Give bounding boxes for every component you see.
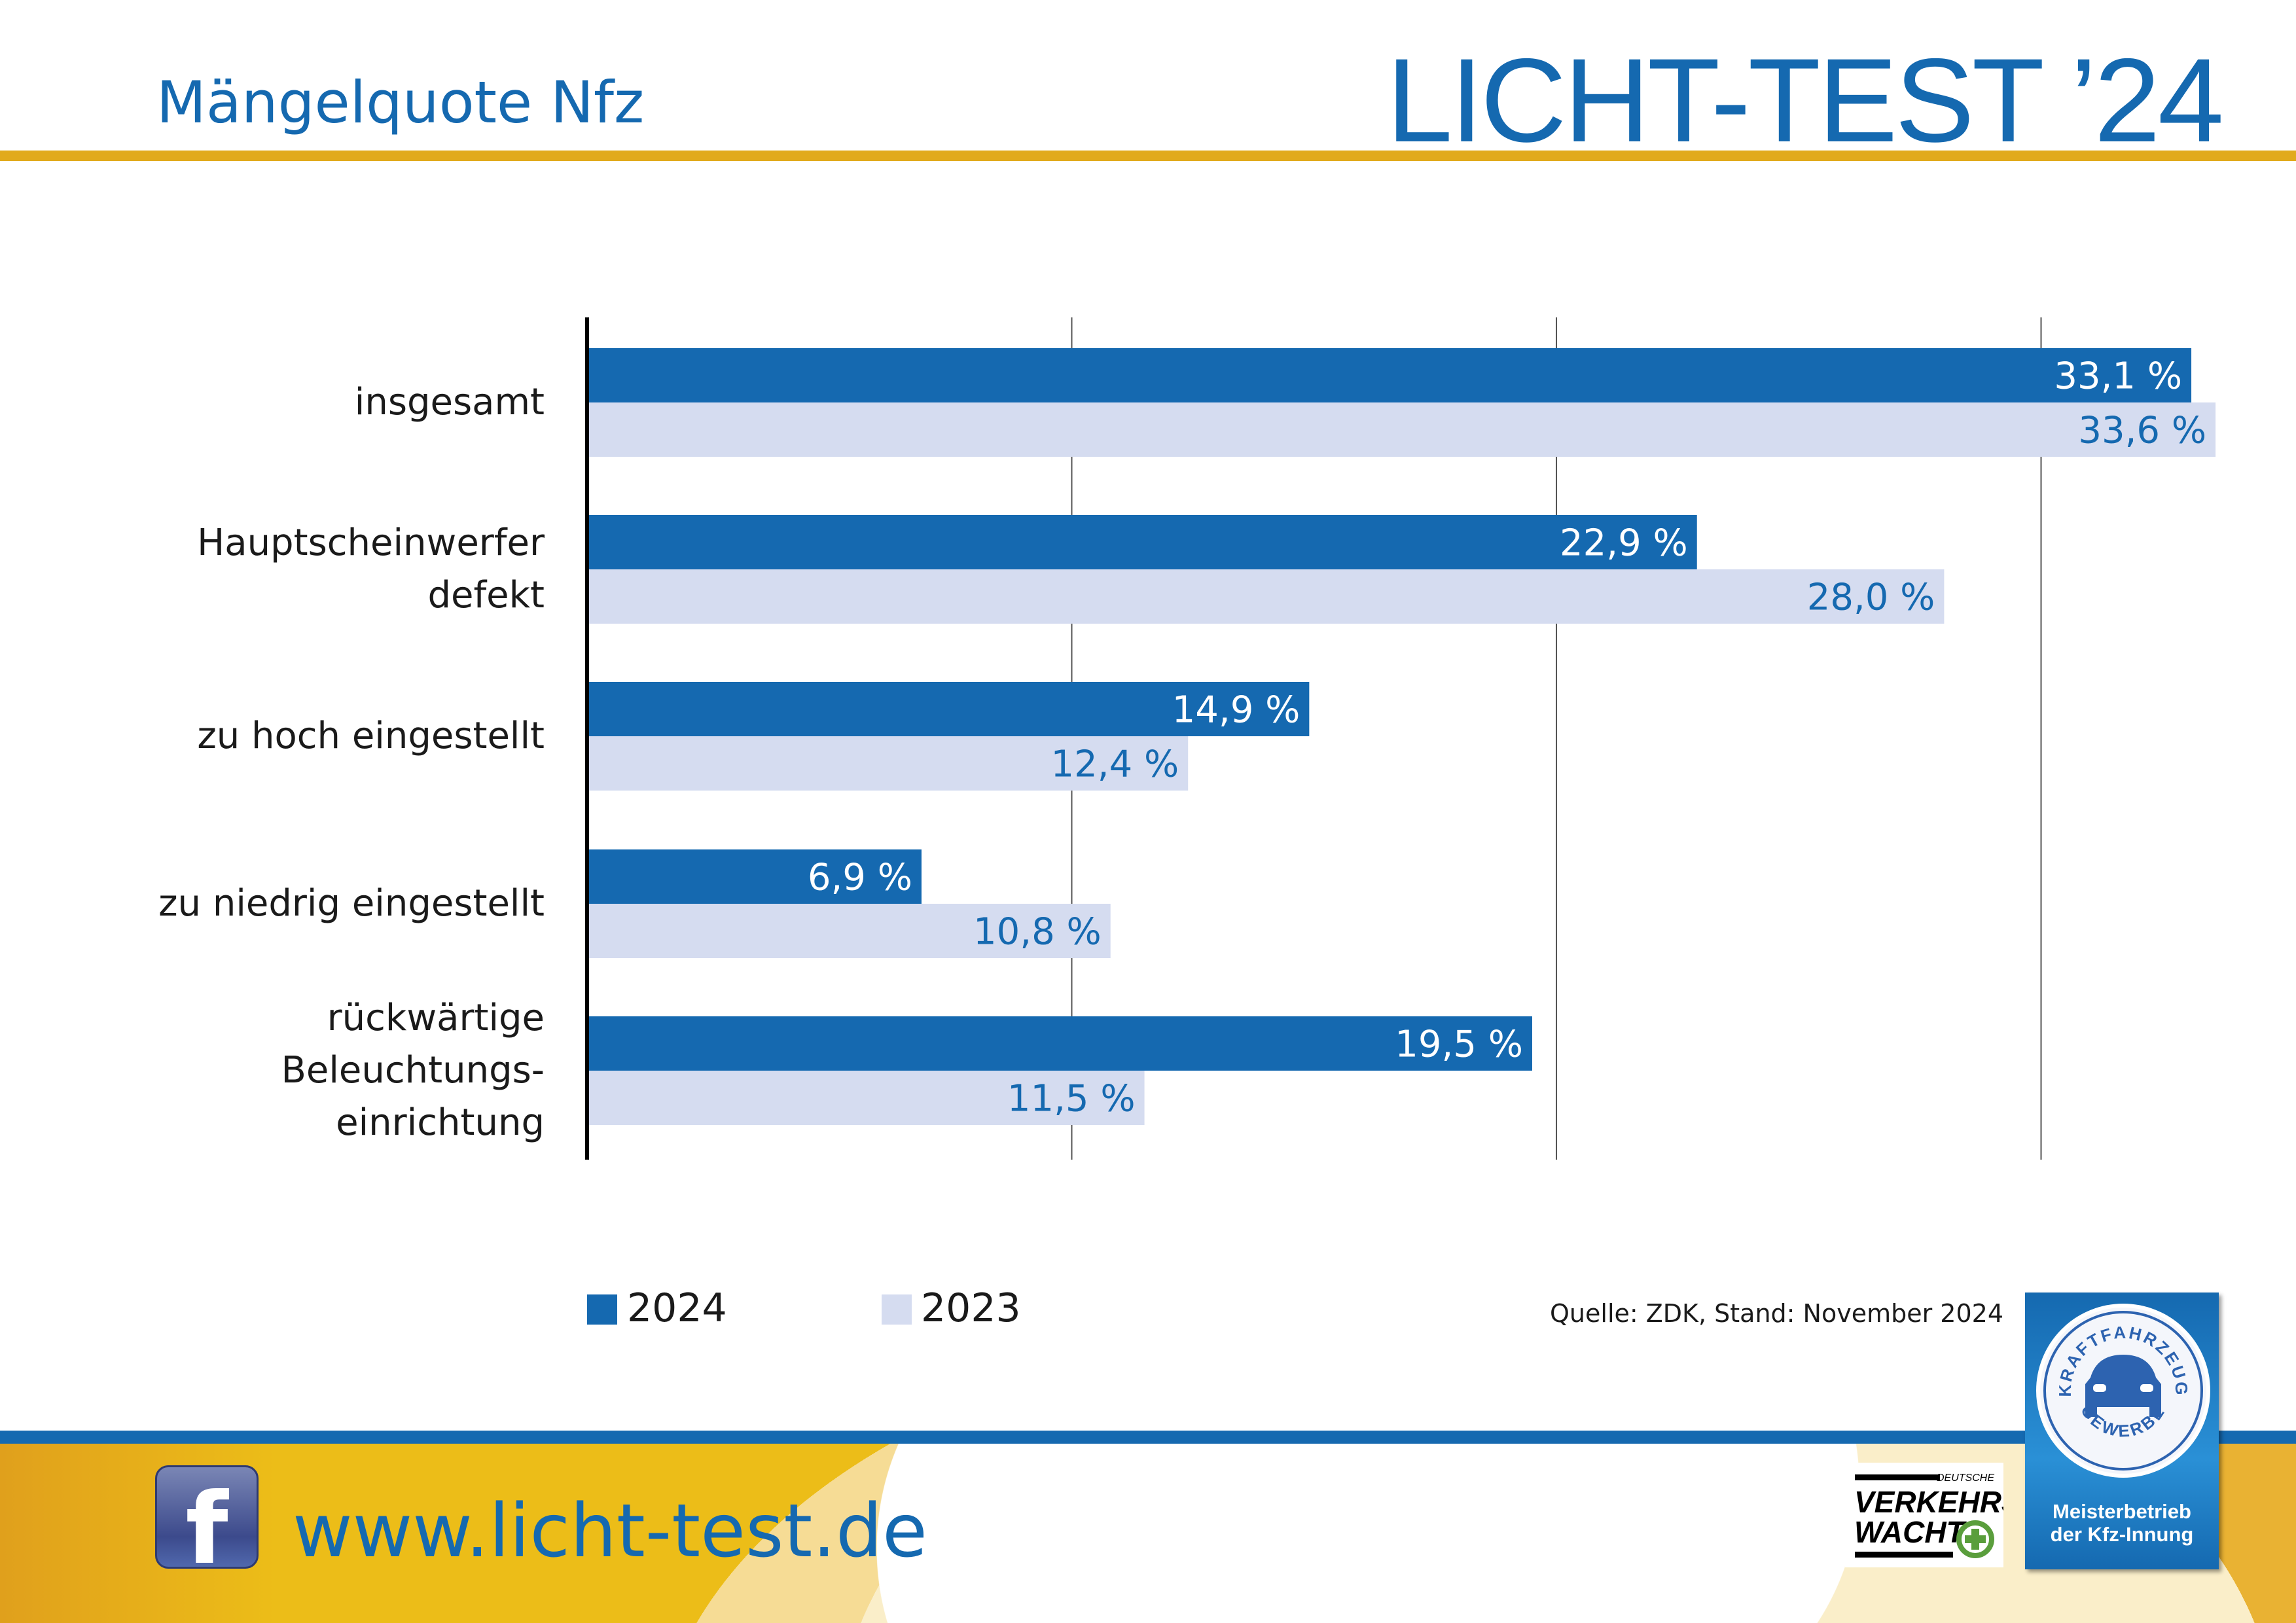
category-label: rückwärtige Beleuchtungs-einrichtung xyxy=(281,992,545,1149)
bar-chart: 33,1 % 22,9 % 14,9 % 6,9 % 19,5 % 33,6 % 28,0 … xyxy=(585,317,2216,1160)
category-label-line: zu niedrig eingestellt xyxy=(158,882,545,925)
category-label-line: zu hoch eingestellt xyxy=(197,715,545,757)
category-label-line: rückwärtige xyxy=(327,997,545,1039)
category-label: zu hoch eingestellt xyxy=(197,710,545,762)
legend-swatch-2024 xyxy=(587,1294,617,1325)
category-label: Hauptscheinwerfer defekt xyxy=(197,517,545,622)
bar-2024-1 xyxy=(587,515,1697,569)
vw-logo-line2: WACHT xyxy=(1854,1515,1967,1549)
page-title: Mängelquote Nfz xyxy=(156,69,645,136)
category-label-line: einrichtung xyxy=(336,1101,545,1144)
legend-label-2023: 2023 xyxy=(921,1285,1021,1331)
data-label-2024-1: 22,9 % xyxy=(1560,522,1688,565)
legend-swatch-2023 xyxy=(882,1294,912,1325)
category-label-line: defekt xyxy=(427,574,545,616)
category-label-line: Hauptscheinwerfer xyxy=(197,522,545,564)
bar-2023-4 xyxy=(587,1071,1145,1125)
verkehrswacht-logo: DEUTSCHE VERKEHRS WACHT xyxy=(1845,1463,2022,1567)
data-label-2024-0: 33,1 % xyxy=(2054,355,2182,398)
category-label: insgesamt xyxy=(355,376,545,429)
badge-line1: Meisterbetrieb xyxy=(2053,1500,2191,1523)
data-label-2024-3: 6,9 % xyxy=(808,857,912,899)
header-divider xyxy=(0,151,2296,161)
data-label-2023-1: 28,0 % xyxy=(1807,577,1935,619)
footer-divider xyxy=(0,1431,2296,1444)
bar-2024-2 xyxy=(587,682,1310,736)
website-link[interactable]: www.licht-test.de xyxy=(293,1489,927,1574)
facebook-icon[interactable]: f xyxy=(155,1465,259,1569)
source-note: Quelle: ZDK, Stand: November 2024 xyxy=(1550,1299,2003,1328)
bar-2023-2 xyxy=(587,736,1189,791)
meisterbetrieb-badge: KRAFTFAHRZEUG GEWERBE Meisterbetrieb der… xyxy=(2025,1293,2219,1569)
bar-2024-4 xyxy=(587,1016,1532,1071)
category-label: zu niedrig eingestellt xyxy=(158,878,545,930)
data-label-2024-2: 14,9 % xyxy=(1172,689,1300,732)
bar-2023-0 xyxy=(587,402,2216,457)
bar-2024-3 xyxy=(587,849,922,904)
badge-line2: der Kfz-Innung xyxy=(2051,1523,2194,1546)
vw-logo-top: DEUTSCHE xyxy=(1937,1472,1994,1484)
vw-logo-line1: VERKEHRS xyxy=(1854,1485,2003,1519)
data-label-2023-2: 12,4 % xyxy=(1051,743,1179,786)
legend-label-2024: 2024 xyxy=(627,1285,727,1331)
brand-title: LICHT-TEST ’24 xyxy=(1386,33,2224,167)
data-label-2023-4: 11,5 % xyxy=(1007,1078,1136,1120)
category-label-line: Beleuchtungs- xyxy=(281,1049,545,1092)
bar-2024-0 xyxy=(587,348,2192,402)
bar-2023-1 xyxy=(587,569,1945,624)
data-label-2024-4: 19,5 % xyxy=(1395,1024,1523,1066)
bar-2023-3 xyxy=(587,904,1111,958)
category-label-line: insgesamt xyxy=(354,381,545,423)
data-label-2023-3: 10,8 % xyxy=(973,911,1102,954)
data-label-2023-0: 33,6 % xyxy=(2078,410,2206,452)
